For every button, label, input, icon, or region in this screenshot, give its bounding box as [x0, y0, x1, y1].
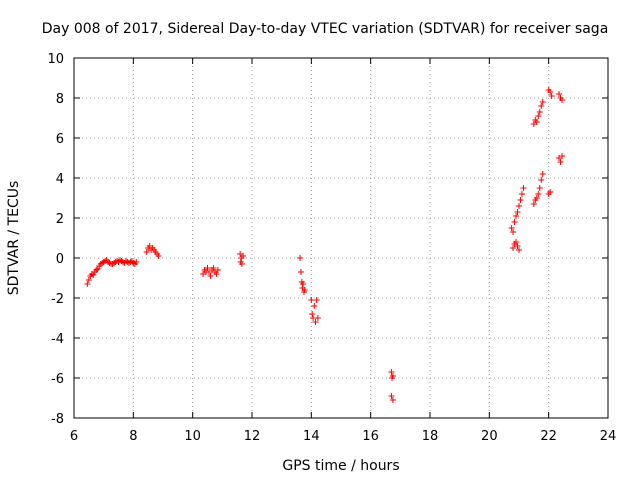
data-point	[204, 265, 211, 271]
data-point	[557, 159, 564, 165]
data-point	[143, 249, 150, 255]
data-point	[520, 185, 527, 191]
data-point	[94, 266, 101, 272]
data-point	[155, 253, 162, 259]
x-tick-label: 20	[481, 429, 498, 444]
data-point	[513, 239, 520, 245]
x-axis-label: GPS time / hours	[282, 458, 399, 474]
x-tick-label: 24	[600, 429, 617, 444]
data-point	[533, 195, 540, 201]
data-point	[297, 255, 304, 261]
y-axis-label: SDTVAR / TECUs	[6, 181, 22, 296]
data-point	[312, 319, 319, 325]
y-tick-label: 4	[56, 172, 64, 187]
y-tick-label: 2	[56, 212, 64, 227]
y-tick-label: -6	[51, 372, 64, 387]
data-point	[238, 261, 245, 267]
data-point	[535, 113, 542, 119]
data-point	[548, 93, 555, 99]
data-point	[93, 267, 100, 273]
data-point	[530, 201, 537, 207]
y-tick-label: 10	[47, 52, 64, 67]
data-point	[84, 281, 91, 287]
data-point	[388, 393, 395, 399]
data-point	[538, 177, 545, 183]
data-point	[133, 259, 140, 265]
y-tick-label: 6	[56, 132, 64, 147]
data-point	[511, 219, 518, 225]
data-point	[314, 315, 321, 321]
data-point	[514, 243, 521, 249]
data-point	[214, 267, 221, 273]
x-tick-label: 16	[362, 429, 379, 444]
data-point	[513, 213, 520, 219]
data-point	[533, 119, 540, 125]
data-point	[311, 303, 318, 309]
data-point	[516, 247, 522, 253]
data-point	[510, 229, 517, 235]
data-point	[213, 271, 220, 277]
data-point	[514, 209, 521, 215]
x-tick-label: 8	[129, 429, 137, 444]
data-point	[547, 189, 554, 195]
data-point	[516, 203, 522, 209]
data-point	[85, 277, 92, 283]
y-tick-label: -2	[51, 292, 64, 307]
data-point	[518, 191, 525, 197]
data-point	[207, 273, 214, 279]
y-tick-label: 0	[56, 252, 64, 267]
data-point	[539, 99, 546, 105]
x-tick-label: 12	[244, 429, 261, 444]
data-point	[559, 153, 566, 159]
chart-title: Day 008 of 2017, Sidereal Day-to-day VTE…	[42, 21, 609, 37]
data-point	[309, 311, 316, 317]
data-point	[389, 397, 396, 403]
data-point	[517, 197, 524, 203]
y-tick-label: 8	[56, 92, 64, 107]
data-point	[538, 103, 545, 109]
data-point	[508, 225, 515, 231]
data-points	[84, 87, 566, 403]
data-point	[297, 269, 304, 275]
data-point	[559, 97, 566, 103]
data-point	[536, 109, 543, 115]
data-point	[102, 258, 109, 264]
data-point	[300, 281, 307, 287]
data-point	[127, 259, 134, 265]
data-point	[536, 185, 543, 191]
x-tick-label: 6	[70, 429, 78, 444]
y-tick-label: -4	[51, 332, 64, 347]
data-point	[210, 265, 217, 271]
data-point	[510, 245, 517, 251]
data-point	[535, 191, 542, 197]
data-point	[556, 91, 563, 97]
x-tick-label: 18	[422, 429, 439, 444]
data-point	[547, 89, 554, 95]
data-point	[389, 373, 396, 379]
data-point	[90, 272, 97, 278]
data-point	[388, 369, 395, 375]
grid-lines	[74, 58, 608, 418]
data-point	[539, 171, 546, 177]
x-tick-label: 22	[540, 429, 557, 444]
data-point	[130, 260, 137, 266]
plot-frame	[73, 57, 609, 419]
y-tick-label: -8	[51, 412, 64, 427]
data-point	[301, 287, 308, 293]
x-tick-label: 14	[303, 429, 320, 444]
data-point	[240, 253, 247, 259]
data-point	[313, 297, 320, 303]
x-tick-label: 10	[184, 429, 201, 444]
data-point	[308, 297, 315, 303]
